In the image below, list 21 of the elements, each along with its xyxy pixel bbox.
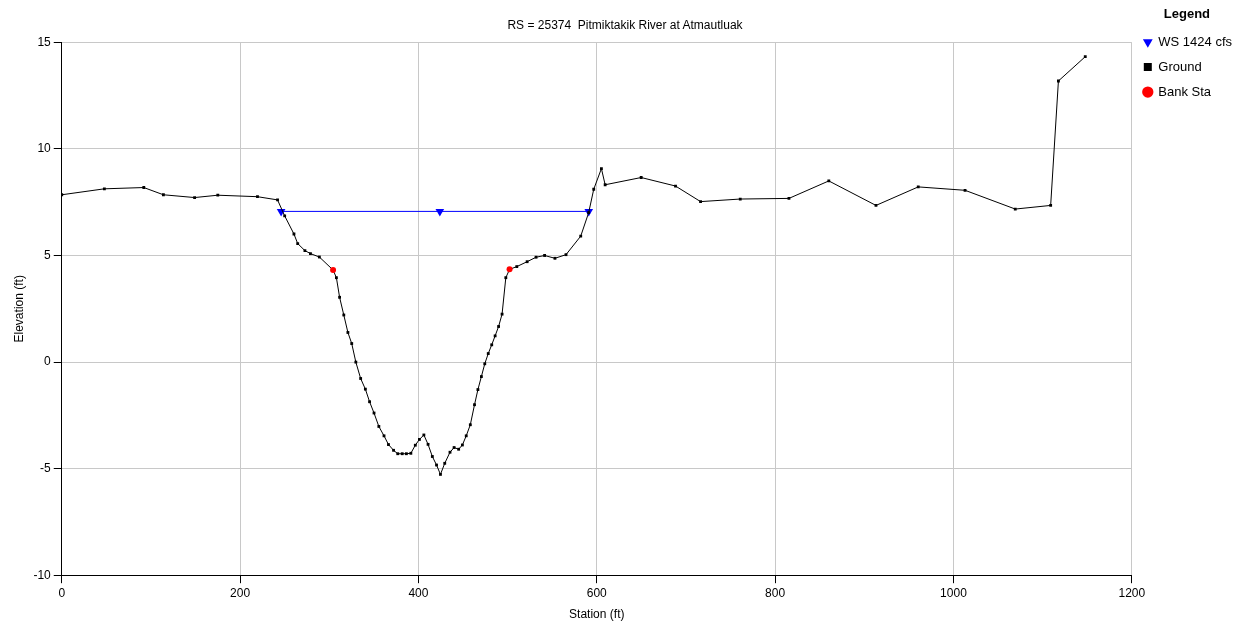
y-tick-label: 0 [44,354,52,369]
y-axis-title: Elevation (ft) [11,275,26,343]
legend-label: WS 1424 cfs [1158,33,1233,49]
legend-label: Ground [1158,58,1202,74]
chart-title: RS = 25374 Pitmiktakik River at Atmautluak [507,17,744,32]
y-tick-label: -5 [40,460,52,475]
y-tick-label: -10 [33,567,52,582]
x-tick-label: 400 [408,585,429,600]
x-tick-label: 1000 [940,585,968,600]
legend-title: Legend [1163,6,1211,22]
y-tick-label: 10 [37,141,52,156]
x-tick-label: 1200 [1118,585,1146,600]
y-tick-label: 5 [44,247,52,262]
x-tick-label: 800 [765,585,786,600]
point [435,208,445,217]
x-axis-title: Station (ft) [569,607,625,622]
legend-label: Bank Sta [1158,83,1212,99]
x-tick-label: 200 [230,585,251,600]
x-tick-label: 600 [586,585,608,600]
y-tick-label: 15 [37,34,52,49]
x-tick-label: 0 [58,585,66,600]
